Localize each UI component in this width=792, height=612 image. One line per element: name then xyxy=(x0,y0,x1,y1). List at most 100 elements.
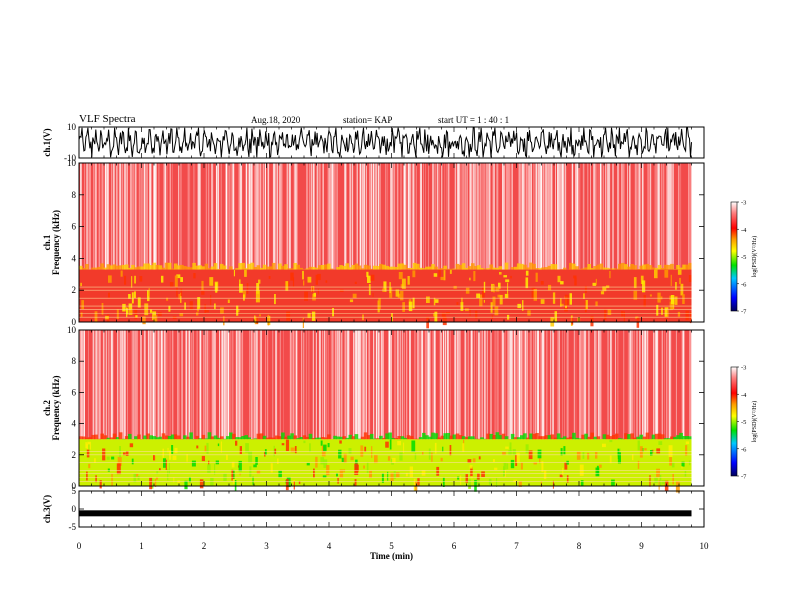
panel-sp1-streak xyxy=(621,163,623,270)
panel-sp1-streak xyxy=(107,163,109,270)
panel-sp1-streak xyxy=(638,163,641,270)
panel-sp1-band-patch xyxy=(398,272,403,280)
panel-sp2-streak xyxy=(368,330,371,440)
panel-sp1-band-edge xyxy=(642,264,647,270)
panel-sp2-band-patch xyxy=(552,480,554,489)
panel-sp1-band-edge xyxy=(97,266,101,270)
panel-sp2-band-edge xyxy=(195,435,199,440)
panel-sp2-streak xyxy=(171,330,174,440)
panel-sp1-streak xyxy=(132,163,134,270)
panel-sp1-band-patch xyxy=(494,306,499,316)
panel-sp1-streak xyxy=(394,163,396,270)
panel-sp1-streak xyxy=(293,163,296,270)
panel-sp1-streak xyxy=(549,163,552,270)
panel-sp2-streak xyxy=(178,330,180,440)
panel-sp1-band-patch xyxy=(339,289,344,292)
panel-sp2-streak xyxy=(575,330,577,440)
panel-sp2-band-edge xyxy=(449,435,454,440)
panel-sp2-band-patch xyxy=(465,474,468,483)
panel-sp2-band-edge xyxy=(290,433,294,440)
panel-sp2-streak xyxy=(131,330,133,440)
panel-sp1-band-edge xyxy=(330,268,334,270)
panel-sp1-band-edge xyxy=(112,264,117,270)
panel-sp1-band-patch xyxy=(434,311,438,322)
panel-sp2-streak xyxy=(543,330,544,440)
panel-sp1-streak xyxy=(605,163,606,270)
panel-sp1-nodata xyxy=(691,163,704,322)
panel-sp1-band-edge xyxy=(526,267,530,270)
panel-sp2-band-edge xyxy=(553,437,558,440)
panel-sp2-band-patch xyxy=(360,445,364,457)
panel-sp2-streak xyxy=(426,330,428,440)
panel-sp2-streak xyxy=(127,330,128,440)
panel-sp2-band-patch xyxy=(637,440,640,451)
panel-sp1-band-edge xyxy=(137,266,141,270)
panel-sp1-streak xyxy=(637,163,639,270)
panel-sp1-band-patch xyxy=(602,286,607,292)
panel-sp1-band-patch xyxy=(313,292,316,297)
panel-sp2-ytick-label: 8 xyxy=(72,356,77,366)
panel-sp2-ylabel: Frequency (kHz) xyxy=(51,375,61,440)
panel-sp2-band-patch xyxy=(167,468,169,481)
panel-sp2-band-edge xyxy=(397,436,402,440)
panel-sp1-streak xyxy=(199,163,201,270)
panel-sp2-band-edge xyxy=(146,433,150,440)
panel-sp2-streak xyxy=(208,330,210,440)
panel-sp2-band-edge xyxy=(345,437,349,440)
panel-sp1-band-edge xyxy=(422,268,426,270)
panel-sp1-streak xyxy=(225,163,228,270)
cbar1-label: log(PSD)(V²/Hz) xyxy=(751,236,758,277)
panel-sp2-band-patch xyxy=(343,453,347,463)
panel-sp1-ytick-label: 0 xyxy=(72,317,77,327)
panel-sp1-band-patch xyxy=(147,290,150,302)
panel-sp1-band-patch xyxy=(332,308,334,317)
panel-sp1-streak xyxy=(211,163,214,270)
panel-sp2-streak xyxy=(136,330,138,440)
panel-sp2-band-edge xyxy=(510,433,515,440)
panel-sp1-band-edge xyxy=(614,268,619,270)
panel-sp1-band-edge xyxy=(397,263,402,270)
panel-sp1-band-edge xyxy=(446,268,451,270)
panel-sp1-streak xyxy=(149,163,150,270)
panel-sp2-band-patch xyxy=(111,456,115,460)
panel-sp2-streak xyxy=(484,330,485,440)
panel-sp2-streak xyxy=(550,330,551,440)
panel-sp2-band-edge xyxy=(688,436,692,440)
panel-sp2-streak xyxy=(254,330,256,440)
ch1-waveform-line xyxy=(78,127,692,159)
panel-sp2-band-patch xyxy=(172,455,177,460)
panel-sp2-band-patch xyxy=(186,454,188,462)
panel-sp2-streak xyxy=(272,330,274,440)
panel-sp1-streak xyxy=(126,163,128,270)
panel-sp1-band-edge xyxy=(293,263,297,270)
panel-sp2-streak xyxy=(501,330,503,440)
panel-sp1-streak xyxy=(377,163,380,270)
panel-sp2-band-edge xyxy=(281,432,285,440)
panel-sp2-band-patch xyxy=(129,443,134,448)
panel-sp1-band-patch xyxy=(595,278,597,286)
panel-sp2-band-patch xyxy=(462,443,465,452)
panel-sp2-streak xyxy=(388,330,390,440)
panel-sp1-band-patch xyxy=(569,293,572,305)
station-label: station= KAP xyxy=(343,115,393,125)
panel-sp1-band-edge xyxy=(602,267,607,270)
panel-sp2-band-patch xyxy=(245,443,249,453)
panel-sp2-streak xyxy=(207,330,209,440)
panel-sp1-band-edge xyxy=(618,263,622,270)
panel-sp1-band-patch xyxy=(498,282,501,289)
panel-sp2-band-patch xyxy=(177,480,181,484)
panel-sp2-streak xyxy=(327,330,329,440)
panel-sp2-band-patch xyxy=(582,452,585,459)
panel-sp1-streak xyxy=(480,163,482,270)
panel-sp1-band-patch xyxy=(505,279,510,283)
panel-sp1-band-edge xyxy=(103,267,108,270)
panel-sp2-streak xyxy=(266,330,269,440)
panel-sp1-band-patch xyxy=(460,302,464,311)
panel-sp2-streak xyxy=(400,330,401,440)
panel-sp1-streak xyxy=(163,163,165,270)
panel-sp1-streak xyxy=(511,163,513,270)
panel-sp1-streak xyxy=(609,163,611,270)
panel-sp1-band-patch xyxy=(317,273,321,281)
panel-sp2-band-patch xyxy=(505,446,509,449)
panel-sp1-band-edge xyxy=(354,263,359,270)
